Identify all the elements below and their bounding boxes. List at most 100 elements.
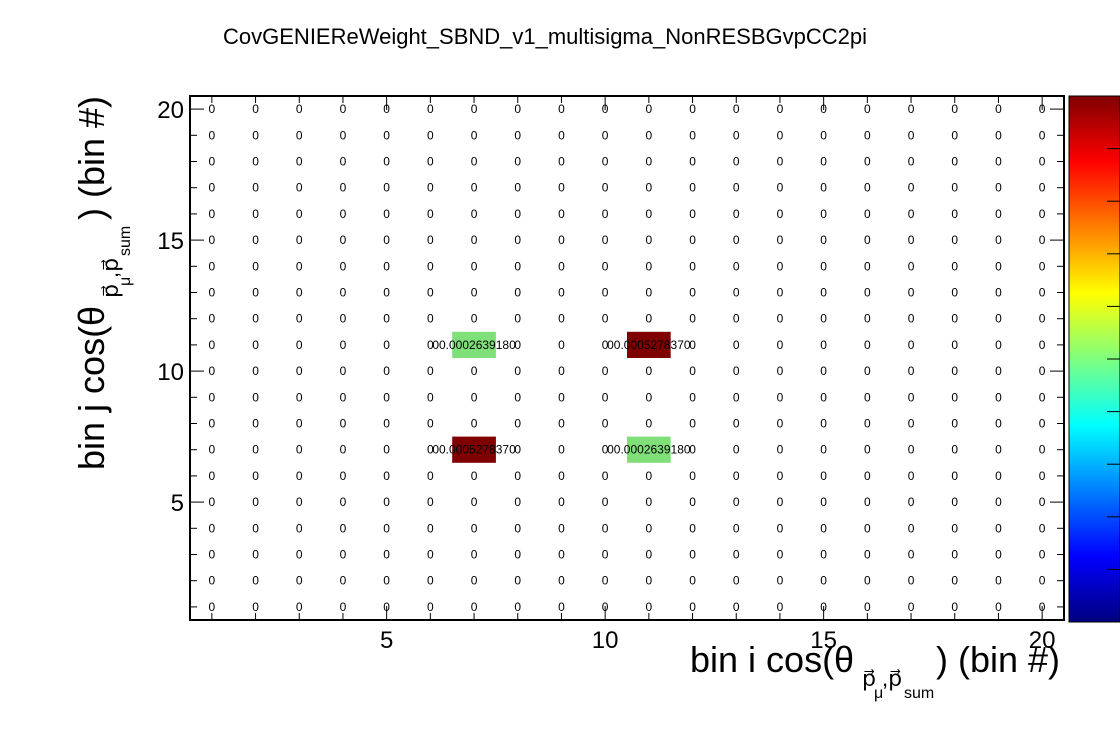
cell-zero-label: 0 — [383, 128, 390, 142]
cell-zero-label: 0 — [514, 181, 521, 195]
cell-zero-label: 0 — [689, 128, 696, 142]
cell-zero-label: 0 — [908, 600, 915, 614]
cell-zero-label: 0 — [689, 521, 696, 535]
cell-zero-label: 0 — [427, 600, 434, 614]
cell-zero-label: 0 — [908, 364, 915, 378]
cell-zero-label: 0 — [296, 443, 303, 457]
cell-zero-label: 0 — [777, 312, 784, 326]
cell-value-label: 00.0002639180 — [432, 338, 516, 352]
cell-zero-label: 0 — [514, 521, 521, 535]
cell-zero-label: 0 — [820, 338, 827, 352]
cell-zero-label: 0 — [383, 181, 390, 195]
cell-zero-label: 0 — [1039, 469, 1046, 483]
cell-zero-label: 0 — [864, 469, 871, 483]
cell-zero-label: 0 — [908, 207, 915, 221]
cell-zero-label: 0 — [646, 233, 653, 247]
cell-zero-label: 0 — [383, 312, 390, 326]
cell-zero-label: 0 — [995, 521, 1002, 535]
cell-zero-label: 0 — [777, 469, 784, 483]
cell-zero-label: 0 — [514, 548, 521, 562]
cell-zero-label: 0 — [602, 286, 609, 300]
cell-zero-label: 0 — [864, 207, 871, 221]
cell-zero-label: 0 — [777, 417, 784, 431]
cell-zero-label: 0 — [820, 128, 827, 142]
cell-zero-label: 0 — [209, 390, 216, 404]
cell-zero-label: 0 — [995, 181, 1002, 195]
cell-zero-label: 0 — [995, 155, 1002, 169]
cell-zero-label: 0 — [296, 600, 303, 614]
cell-zero-label: 0 — [951, 521, 958, 535]
cell-zero-label: 0 — [602, 417, 609, 431]
cell-zero-label: 0 — [777, 521, 784, 535]
cell-zero-label: 0 — [252, 338, 259, 352]
cell-zero-label: 0 — [558, 364, 565, 378]
cell-zero-label: 0 — [951, 417, 958, 431]
cell-zero-label: 0 — [733, 417, 740, 431]
cell-zero-label: 0 — [646, 207, 653, 221]
cell-zero-label: 0 — [252, 600, 259, 614]
cell-zero-label: 0 — [471, 155, 478, 169]
cell-zero-label: 0 — [427, 495, 434, 509]
cell-zero-label: 0 — [864, 259, 871, 273]
cell-zero-label: 0 — [864, 495, 871, 509]
cell-zero-label: 0 — [1039, 312, 1046, 326]
cell-zero-label: 0 — [471, 417, 478, 431]
cell-zero-label: 0 — [514, 312, 521, 326]
cell-zero-label: 0 — [820, 390, 827, 404]
cell-zero-label: 0 — [864, 128, 871, 142]
cell-zero-label: 0 — [995, 102, 1002, 116]
cell-zero-label: 0 — [908, 390, 915, 404]
cell-zero-label: 0 — [646, 312, 653, 326]
cell-zero-label: 0 — [383, 338, 390, 352]
cell-zero-label: 0 — [383, 495, 390, 509]
cell-zero-label: 0 — [777, 600, 784, 614]
cell-zero-label: 0 — [296, 207, 303, 221]
cell-zero-label: 0 — [471, 102, 478, 116]
cell-zero-label: 0 — [383, 259, 390, 273]
cell-zero-label: 0 — [733, 338, 740, 352]
cell-zero-label: 0 — [646, 155, 653, 169]
cell-zero-label: 0 — [864, 102, 871, 116]
cell-zero-label: 0 — [646, 574, 653, 588]
cell-zero-label: 0 — [733, 128, 740, 142]
cell-zero-label: 0 — [427, 259, 434, 273]
cell-zero-label: 0 — [864, 390, 871, 404]
cell-zero-label: 0 — [209, 469, 216, 483]
cell-zero-label: 0 — [864, 233, 871, 247]
cell-zero-label: 0 — [427, 364, 434, 378]
cell-zero-label: 0 — [340, 364, 347, 378]
cell-zero-label: 0 — [340, 443, 347, 457]
cell-zero-label: 0 — [209, 102, 216, 116]
cell-zero-label: 0 — [689, 548, 696, 562]
cell-zero-label: 0 — [252, 521, 259, 535]
cell-zero-label: 0 — [908, 469, 915, 483]
cell-zero-label: 0 — [689, 495, 696, 509]
cell-zero-label: 0 — [427, 102, 434, 116]
cell-value-label: 00.0005278370 — [607, 338, 691, 352]
cell-zero-label: 0 — [777, 259, 784, 273]
cell-zero-label: 0 — [471, 469, 478, 483]
cell-zero-label: 0 — [777, 207, 784, 221]
cell-zero-label: 0 — [296, 548, 303, 562]
cell-zero-label: 0 — [1039, 574, 1046, 588]
cell-zero-label: 0 — [427, 207, 434, 221]
cell-zero-label: 0 — [864, 338, 871, 352]
cell-zero-label: 0 — [209, 128, 216, 142]
cell-zero-label: 0 — [733, 600, 740, 614]
cell-zero-label: 0 — [340, 574, 347, 588]
cell-zero-label: 0 — [340, 495, 347, 509]
x-tick-label: 5 — [380, 627, 393, 654]
cell-zero-label: 0 — [689, 338, 696, 352]
cell-zero-label: 0 — [602, 364, 609, 378]
cell-zero-label: 0 — [209, 443, 216, 457]
cell-zero-label: 0 — [296, 233, 303, 247]
x-axis-subsub-sum: sum — [904, 685, 934, 702]
cell-zero-label: 0 — [602, 259, 609, 273]
cell-zero-label: 0 — [514, 574, 521, 588]
cell-zero-label: 0 — [646, 548, 653, 562]
cell-zero-label: 0 — [252, 417, 259, 431]
cell-zero-label: 0 — [602, 312, 609, 326]
cell-zero-label: 0 — [471, 364, 478, 378]
cell-zero-label: 0 — [646, 521, 653, 535]
